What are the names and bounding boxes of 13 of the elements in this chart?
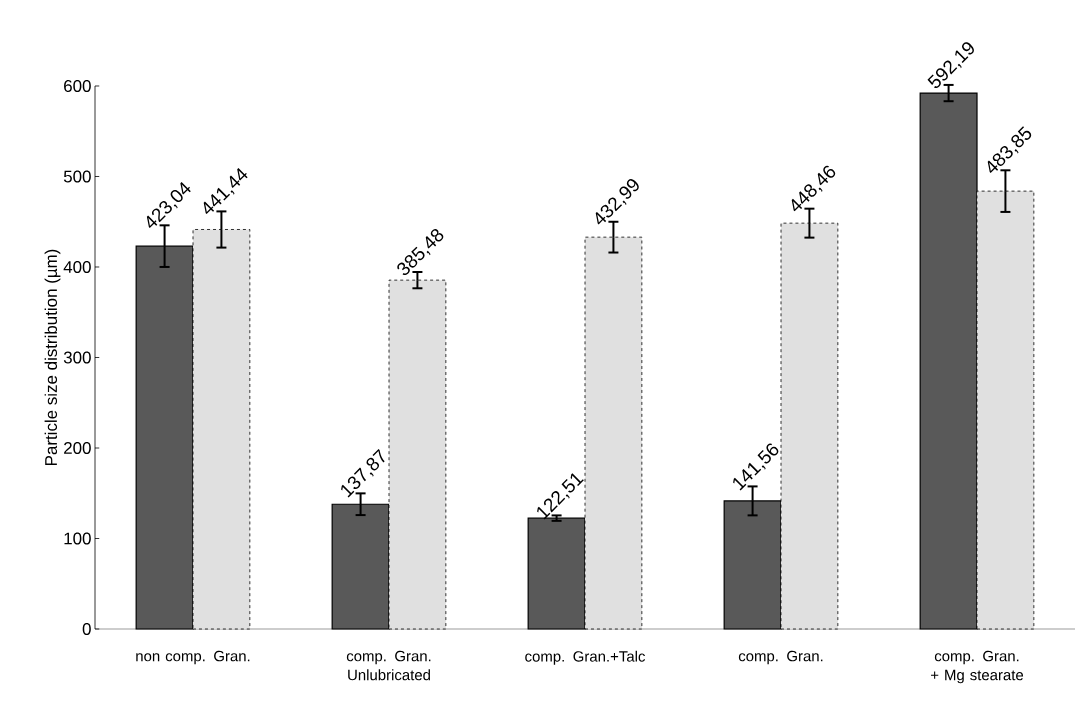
y-tick-label: 600: [64, 80, 91, 92]
y-tick-label: 400: [63, 261, 91, 273]
y-tick-label: 0: [82, 623, 91, 635]
x-tick-label: comp. Gran.+Talc: [525, 650, 646, 665]
y-tick-label: 500: [63, 170, 91, 183]
x-tick-label: comp. Gran. Unlubricated: [346, 650, 431, 681]
x-tick-label: comp. Gran.: [738, 650, 823, 665]
y-tick-label: 300: [63, 351, 91, 364]
x-tick-label: non comp. Gran.: [136, 650, 250, 665]
y-tick-label: 200: [64, 442, 91, 454]
y-tick-label: 100: [64, 532, 91, 545]
x-tick-label: comp. Gran. + Mg stearate: [931, 650, 1024, 684]
y-axis-title: Particle size distribution (µm): [44, 249, 61, 465]
